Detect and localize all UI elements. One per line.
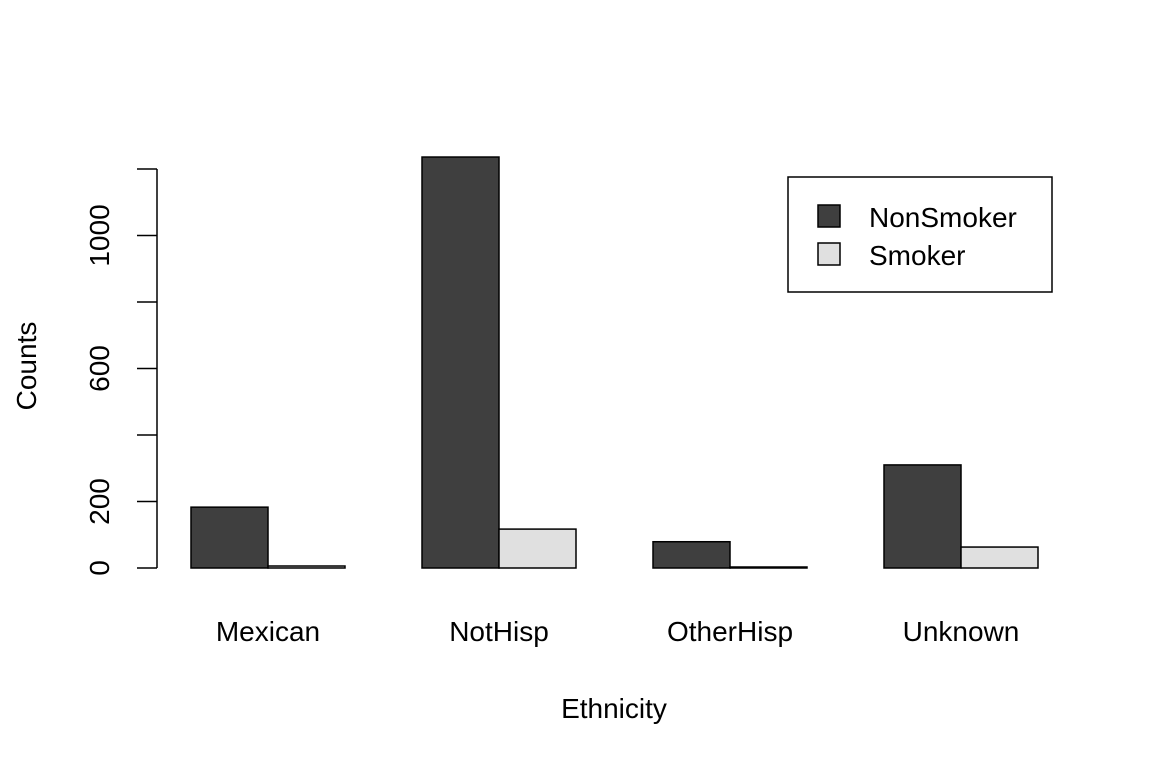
bar-unknown-nonsmoker [883,464,962,569]
y-tick-label: 600 [84,345,115,392]
bar-otherhisp-nonsmoker [652,540,731,569]
y-tick-label: 1000 [84,204,115,266]
x-axis-title: Ethnicity [561,693,667,724]
legend-label-smoker: Smoker [869,240,965,271]
legend-swatch-nonsmoker [817,204,841,228]
y-tick-label: 200 [84,478,115,525]
y-axis: 0 200 600 1000 [84,168,158,576]
legend-label-nonsmoker: NonSmoker [869,202,1017,233]
legend: NonSmoker Smoker [787,176,1053,293]
y-axis-title: Counts [11,322,42,411]
bars-group [190,156,1039,569]
category-label-nothisp: NotHisp [449,616,549,647]
category-label-unknown: Unknown [903,616,1020,647]
bar-mexican-smoker [267,565,346,569]
legend-swatch-smoker [817,242,841,266]
bar-unknown-smoker [960,546,1039,569]
legend-box [787,176,1053,293]
category-label-otherhisp: OtherHisp [667,616,793,647]
y-tick-label: 0 [84,560,115,576]
bar-mexican-nonsmoker [190,506,269,569]
bar-nothisp-nonsmoker [421,156,500,569]
category-label-mexican: Mexican [216,616,320,647]
category-labels: Mexican NotHisp OtherHisp Unknown [216,616,1020,647]
bar-nothisp-smoker [498,528,577,569]
bar-otherhisp-smoker [729,566,808,569]
